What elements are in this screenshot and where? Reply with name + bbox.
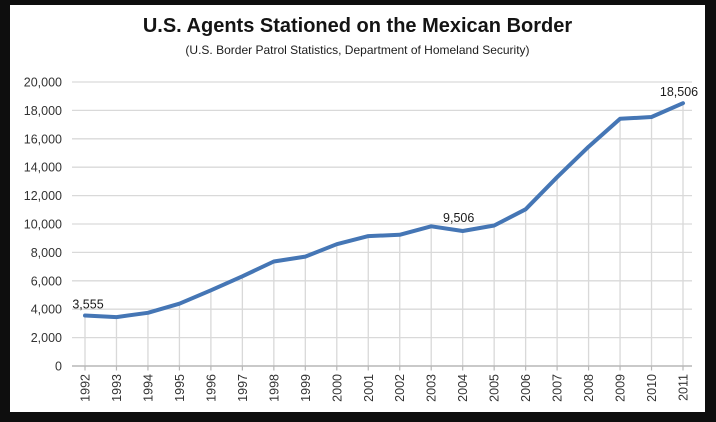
x-tick-label: 1997	[236, 374, 250, 402]
x-tick-label: 2006	[519, 374, 533, 402]
y-tick-label: 18,000	[24, 104, 62, 118]
x-tick-label: 2002	[393, 374, 407, 402]
chart-subtitle: (U.S. Border Patrol Statistics, Departme…	[185, 43, 530, 57]
data-series-line	[83, 101, 685, 320]
y-tick-label: 12,000	[24, 189, 62, 203]
y-tick-label: 2,000	[31, 331, 62, 345]
line-chart: 0 2,000 4,000 6,000 8,000 10,000 12,000 14,000 1…	[24, 76, 698, 402]
x-tick-label: 2009	[614, 374, 628, 402]
x-tick-label: 2010	[645, 374, 659, 402]
x-tick-label: 1999	[299, 374, 313, 402]
x-tick-label: 2011	[677, 374, 691, 401]
x-tick-label: 2008	[582, 374, 596, 402]
y-tick-label: 16,000	[24, 132, 62, 146]
x-tick-label: 1996	[204, 374, 218, 402]
x-tick-label: 2007	[551, 374, 565, 402]
chart-card: U.S. Agents Stationed on the Mexican Bor…	[10, 5, 705, 412]
y-tick-label: 6,000	[31, 274, 62, 288]
x-tick-label: 2005	[488, 374, 502, 402]
x-tick-label: 1992	[79, 374, 93, 402]
data-point-label: 18,506	[660, 85, 698, 99]
x-tick-label: 2000	[330, 374, 344, 402]
x-tick-label: 1995	[173, 374, 187, 402]
y-tick-label: 20,000	[24, 76, 62, 90]
x-tick-label: 1993	[110, 374, 124, 402]
x-tick-label: 2001	[362, 374, 376, 402]
y-tick-label: 0	[55, 360, 62, 374]
x-tick-label: 1994	[141, 374, 155, 402]
y-tick-label: 10,000	[24, 218, 62, 232]
x-tick-label: 1998	[267, 374, 281, 402]
chart-title: U.S. Agents Stationed on the Mexican Bor…	[142, 15, 573, 37]
data-point-label: 9,506	[443, 211, 474, 225]
data-point-label: 3,555	[72, 298, 103, 312]
y-tick-label: 8,000	[31, 246, 62, 260]
y-tick-label: 4,000	[31, 303, 62, 317]
y-tick-label: 14,000	[24, 161, 62, 175]
x-tick-label: 2003	[425, 374, 439, 402]
x-tick-label: 2004	[456, 374, 470, 402]
